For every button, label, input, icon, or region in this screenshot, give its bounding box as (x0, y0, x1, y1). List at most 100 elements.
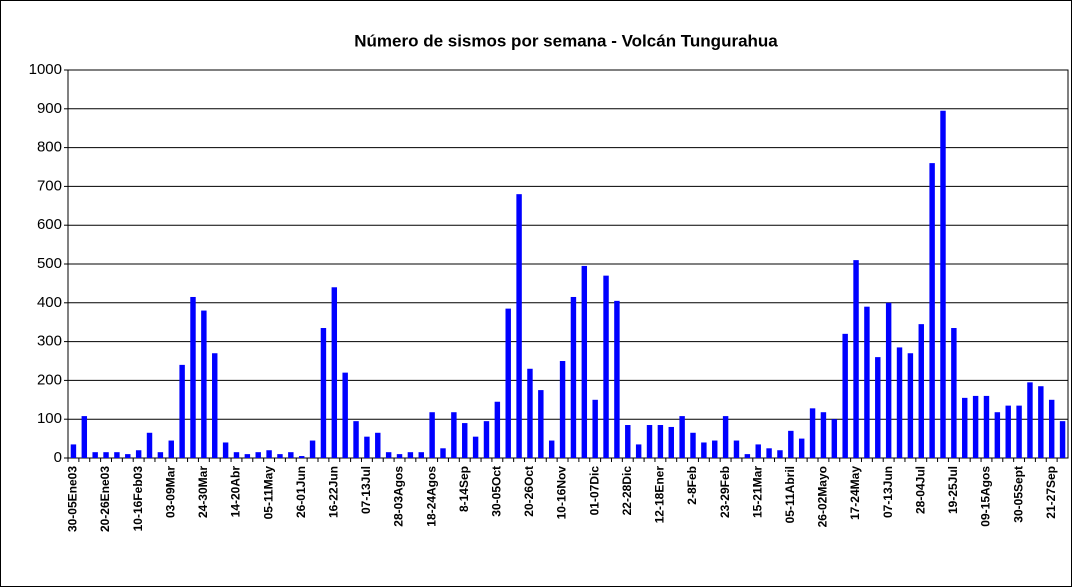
bar (168, 440, 174, 458)
bar (592, 399, 598, 458)
y-tick-label: 900 (37, 100, 62, 117)
bar (701, 442, 707, 458)
bar (614, 300, 620, 458)
bar (309, 440, 316, 458)
bar (853, 260, 859, 458)
x-tick-label: 20-26Oct (522, 466, 536, 517)
x-tick-label: 18-24Agos (424, 466, 438, 527)
bar (679, 416, 685, 458)
x-tick-label: 03-09Mar (163, 466, 177, 518)
bar (635, 444, 642, 458)
y-tick-label: 300 (37, 333, 62, 350)
bar (92, 452, 98, 458)
bar (809, 408, 816, 458)
bar (918, 324, 924, 458)
bar (744, 454, 751, 458)
bar (907, 353, 914, 458)
bar (940, 110, 946, 459)
bar (396, 454, 403, 458)
bar (972, 395, 979, 458)
bar (418, 452, 424, 458)
bar (668, 426, 674, 458)
bar (733, 440, 740, 458)
bar (820, 412, 827, 458)
x-tick-label: 28-03Agos (392, 466, 406, 527)
bar (244, 454, 251, 458)
x-tick-label: 12-18Ener (653, 466, 667, 524)
bar (157, 452, 164, 458)
bar (407, 452, 414, 458)
bar (788, 430, 794, 458)
bar (842, 333, 848, 458)
x-tick-label: 05-11Abril (783, 466, 797, 523)
bar (559, 361, 566, 458)
bar (875, 357, 881, 458)
x-tick-label: 05-11May (261, 466, 275, 520)
bar (266, 450, 272, 458)
bar (440, 448, 446, 458)
bar (135, 450, 142, 458)
x-tick-label: 8-14Sep (457, 466, 471, 512)
x-tick-label: 30-05Oct (490, 466, 504, 517)
bar (125, 454, 131, 458)
y-tick-label: 700 (37, 177, 62, 194)
bar (451, 412, 457, 458)
bar (798, 438, 805, 458)
bar (298, 456, 305, 458)
x-tick-label: 17-24May (848, 466, 862, 520)
bar (342, 372, 348, 458)
bar (1048, 399, 1055, 458)
bar (864, 306, 870, 458)
bar (657, 425, 664, 458)
x-tick-label: 15-21Mar (750, 466, 764, 518)
bar (146, 432, 153, 458)
bar (538, 390, 544, 458)
bar (548, 440, 555, 458)
bar (190, 296, 196, 458)
bar (201, 310, 207, 458)
x-tick-label: 09-15Agos (979, 466, 993, 527)
x-tick-label: 07-13Jun (881, 466, 895, 518)
x-tick-label: 19-25Jul (946, 466, 960, 514)
chart-title: Número de sismos por semana - Volcán Tun… (354, 31, 778, 50)
y-tick-label: 200 (37, 371, 62, 388)
bar (462, 423, 468, 458)
bar (179, 364, 185, 458)
x-tick-label: 26-02Mayo (816, 466, 830, 527)
bar (212, 353, 218, 458)
x-tick-label: 30-05Sept (1011, 466, 1025, 523)
bar (353, 421, 359, 458)
x-tick-label: 24-30Mar (196, 466, 210, 518)
x-tick-label: 20-26Ene03 (98, 466, 112, 532)
x-tick-label: 30-05Ene03 (66, 466, 80, 532)
bar (755, 444, 761, 458)
bar (962, 397, 968, 458)
y-tick-label: 800 (37, 139, 62, 156)
x-tick-label: 14-20Abr (229, 466, 243, 518)
bar (1016, 405, 1022, 458)
bar (375, 432, 381, 458)
bar (320, 328, 327, 458)
bar (483, 421, 490, 458)
x-tick-label: 22-28Dic (620, 466, 634, 516)
bar (277, 454, 283, 458)
x-tick-label: 16-22Jun (326, 466, 340, 518)
bar (505, 308, 511, 458)
bar (625, 425, 631, 458)
bar (994, 412, 1001, 458)
bar (722, 416, 729, 458)
y-tick-label: 1000 (29, 61, 62, 78)
x-tick-label: 07-13Jul (359, 466, 373, 514)
bar (1005, 405, 1011, 458)
bar (690, 432, 696, 458)
bar (766, 448, 772, 458)
bar (929, 163, 935, 458)
x-tick-label: 21-27Sep (1044, 466, 1058, 519)
y-tick-label: 400 (37, 294, 62, 311)
bar (222, 442, 229, 458)
bar (885, 302, 892, 458)
bar (1038, 386, 1044, 458)
bar (385, 452, 392, 458)
bar (1059, 421, 1066, 458)
